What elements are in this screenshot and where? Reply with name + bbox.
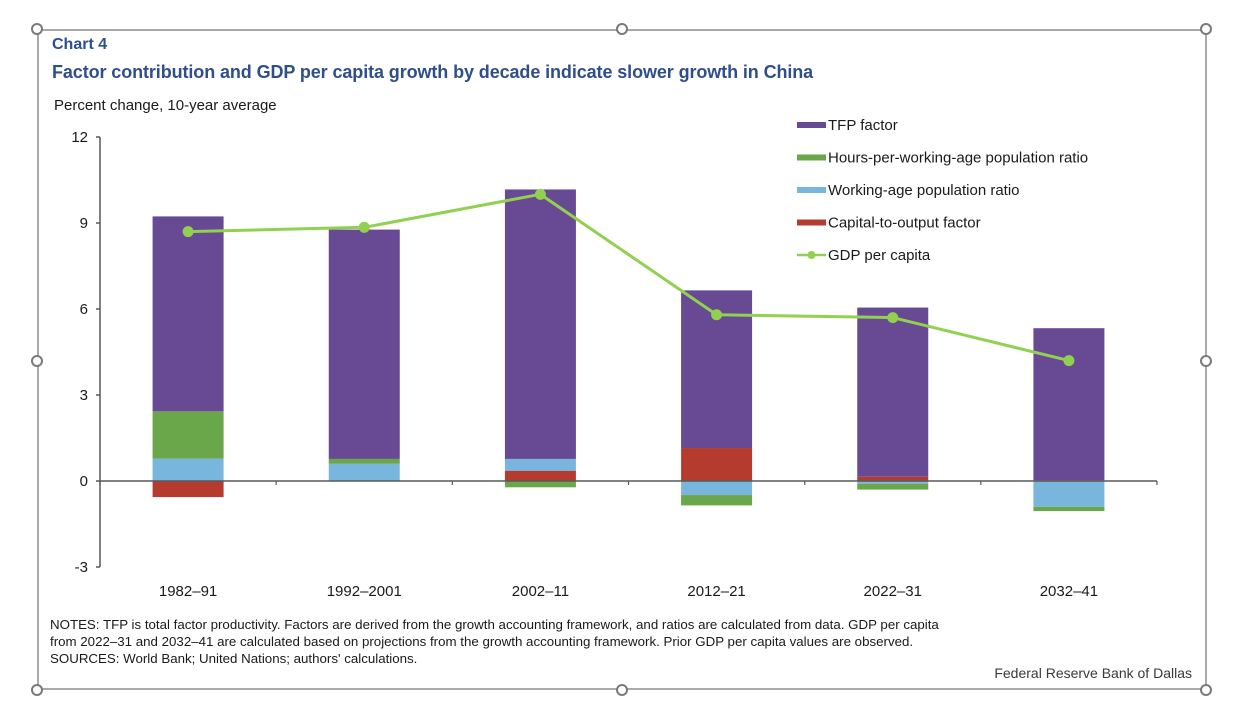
x-tick-label: 1982–91 bbox=[159, 583, 217, 600]
bar-tfp-factor bbox=[504, 189, 576, 459]
y-tick-label: -3 bbox=[75, 559, 88, 576]
chart-number-label: Chart 4 bbox=[52, 36, 108, 53]
legend-label-capital-to-output-factor: Capital-to-output factor bbox=[828, 215, 981, 232]
resize-handle-middle-left[interactable] bbox=[31, 355, 43, 367]
resize-handle-bottom-left[interactable] bbox=[31, 684, 43, 696]
bar-working-age-population-ratio bbox=[152, 458, 224, 481]
chart-title: Factor contribution and GDP per capita g… bbox=[52, 62, 814, 82]
bar-working-age-population-ratio bbox=[328, 463, 400, 481]
x-tick-label: 2012–21 bbox=[687, 583, 745, 600]
legend-swatch-hours-per-working-age-population-ratio bbox=[797, 154, 826, 161]
gdp-per-capita-point bbox=[182, 226, 194, 238]
resize-handle-top-middle[interactable] bbox=[616, 23, 628, 35]
resize-handle-bottom-middle[interactable] bbox=[616, 684, 628, 696]
gdp-per-capita-point bbox=[358, 221, 370, 233]
y-tick-label: 12 bbox=[71, 129, 88, 146]
y-tick-label: 9 bbox=[80, 215, 88, 232]
legend-label-tfp-factor: TFP factor bbox=[828, 117, 898, 134]
bar-hours-per-working-age-population-ratio bbox=[681, 495, 753, 506]
y-tick-label: 0 bbox=[80, 473, 88, 490]
legend-label-hours-per-working-age-population-ratio: Hours-per-working-age population ratio bbox=[828, 150, 1088, 167]
bar-capital-to-output-factor bbox=[504, 470, 576, 481]
bar-hours-per-working-age-population-ratio bbox=[152, 411, 224, 459]
y-tick-label: 3 bbox=[80, 387, 88, 404]
bar-working-age-population-ratio bbox=[504, 458, 576, 471]
gdp-per-capita-point bbox=[711, 309, 723, 321]
bar-working-age-population-ratio bbox=[681, 481, 753, 496]
chart-notes: NOTES: TFP is total factor productivity.… bbox=[50, 616, 1200, 667]
x-tick-label: 2022–31 bbox=[864, 583, 922, 600]
resize-handle-top-right[interactable] bbox=[1200, 23, 1212, 35]
bar-hours-per-working-age-population-ratio bbox=[1033, 506, 1105, 512]
source-credit: Federal Reserve Bank of Dallas bbox=[994, 665, 1192, 681]
resize-handle-middle-right[interactable] bbox=[1200, 355, 1212, 367]
bar-tfp-factor bbox=[1033, 328, 1105, 481]
bar-tfp-factor bbox=[152, 216, 224, 412]
bar-capital-to-output-factor bbox=[152, 481, 224, 498]
x-tick-label: 2032–41 bbox=[1040, 583, 1098, 600]
legend-swatch-working-age-population-ratio bbox=[797, 187, 826, 193]
resize-handle-bottom-right[interactable] bbox=[1200, 684, 1212, 696]
x-tick-label: 2002–11 bbox=[512, 583, 569, 600]
notes-line-2: from 2022–31 and 2032–41 are calculated … bbox=[50, 634, 914, 649]
legend-swatch-tfp-factor bbox=[797, 122, 826, 128]
bar-capital-to-output-factor bbox=[681, 448, 753, 481]
bar-hours-per-working-age-population-ratio bbox=[328, 458, 400, 464]
bar-capital-to-output-factor bbox=[857, 476, 929, 481]
bar-hours-per-working-age-population-ratio bbox=[857, 483, 929, 490]
legend-swatch-capital-to-output-factor bbox=[797, 219, 826, 226]
y-axis-label: Percent change, 10-year average bbox=[54, 97, 277, 114]
bar-working-age-population-ratio bbox=[1033, 481, 1105, 507]
legend-label-gdp-per-capita: GDP per capita bbox=[828, 247, 931, 264]
gdp-per-capita-line bbox=[188, 192, 1070, 363]
bar-hours-per-working-age-population-ratio bbox=[504, 481, 576, 488]
resize-handle-top-left[interactable] bbox=[31, 23, 43, 35]
gdp-per-capita-point bbox=[1063, 355, 1075, 367]
bar-tfp-factor bbox=[857, 307, 929, 477]
gdp-per-capita-point bbox=[534, 188, 546, 200]
bar-tfp-factor bbox=[328, 229, 400, 459]
x-tick-label: 1992–2001 bbox=[327, 583, 402, 600]
legend-marker-gdp-per-capita bbox=[807, 251, 816, 259]
sources-line: SOURCES: World Bank; United Nations; aut… bbox=[50, 651, 418, 666]
notes-line-1: NOTES: TFP is total factor productivity.… bbox=[50, 617, 939, 632]
y-tick-label: 6 bbox=[80, 301, 88, 318]
legend-label-working-age-population-ratio: Working-age population ratio bbox=[828, 182, 1020, 199]
bar-working-age-population-ratio bbox=[857, 481, 929, 484]
gdp-per-capita-point bbox=[887, 312, 899, 324]
